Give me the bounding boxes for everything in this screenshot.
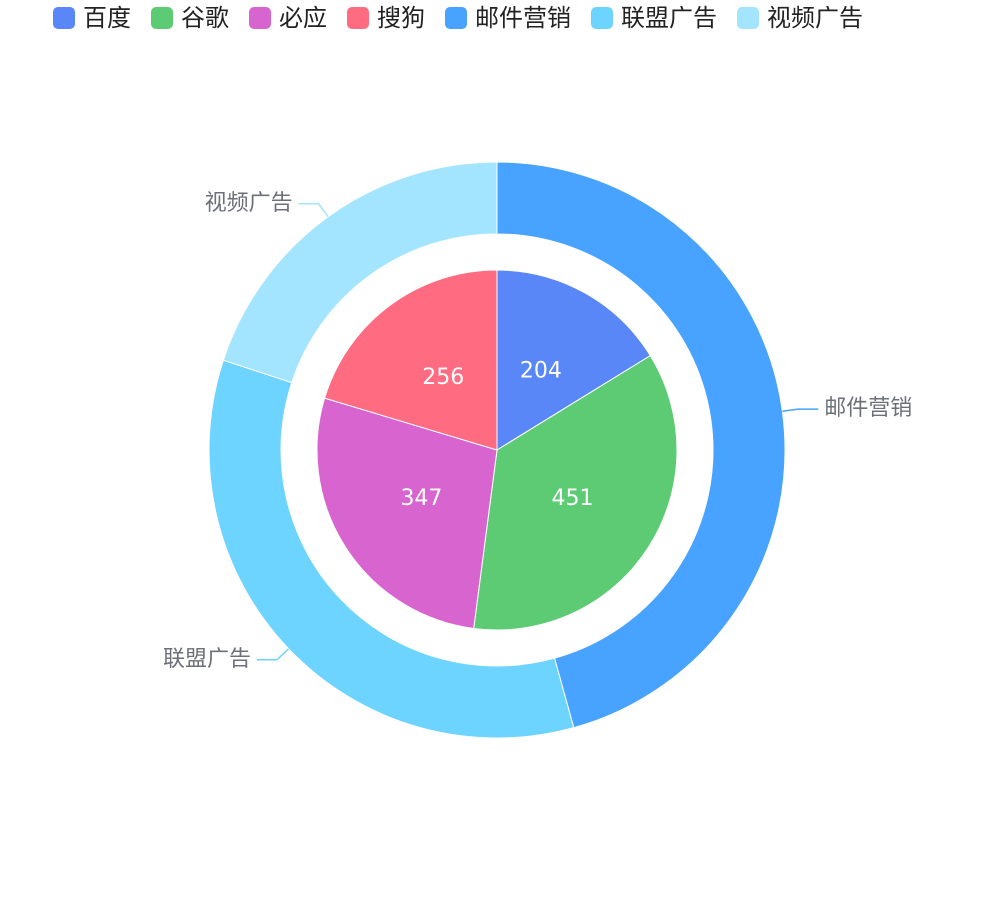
label-leader-line (257, 648, 290, 661)
slice-name-label: 邮件营销 (824, 396, 912, 421)
legend-icon[interactable] (737, 7, 759, 29)
legend-label[interactable]: 谷歌 (181, 4, 229, 32)
label-leader-line (298, 203, 329, 218)
legend-icon[interactable] (53, 7, 75, 29)
legend-icon[interactable] (151, 7, 173, 29)
slice-value-label: 256 (422, 365, 464, 390)
legend-label[interactable]: 百度 (83, 4, 131, 32)
pie-slice[interactable] (473, 354, 678, 631)
legend-icon[interactable] (591, 7, 613, 29)
slice-value-label: 204 (520, 358, 562, 383)
pie-slice[interactable] (222, 161, 498, 384)
pie-slice[interactable] (496, 269, 651, 451)
label-leader-line (782, 408, 819, 413)
pie-slice[interactable] (208, 359, 575, 739)
pie-slice[interactable] (324, 269, 498, 451)
slice-value-label: 451 (552, 486, 594, 511)
legend-icon[interactable] (249, 7, 271, 29)
pie-slice[interactable] (496, 161, 786, 729)
slice-name-label: 视频广告 (205, 191, 293, 216)
legend-label[interactable]: 联盟广告 (621, 4, 717, 32)
legend-label[interactable]: 搜狗 (377, 4, 425, 32)
pie-slice[interactable] (316, 397, 498, 630)
slice-value-label: 347 (400, 486, 442, 511)
legend-label[interactable]: 必应 (279, 4, 327, 32)
legend-label[interactable]: 邮件营销 (475, 4, 571, 32)
legend-icon[interactable] (445, 7, 467, 29)
slice-name-label: 联盟广告 (163, 647, 251, 672)
legend-icon[interactable] (347, 7, 369, 29)
legend-label[interactable]: 视频广告 (767, 4, 863, 32)
